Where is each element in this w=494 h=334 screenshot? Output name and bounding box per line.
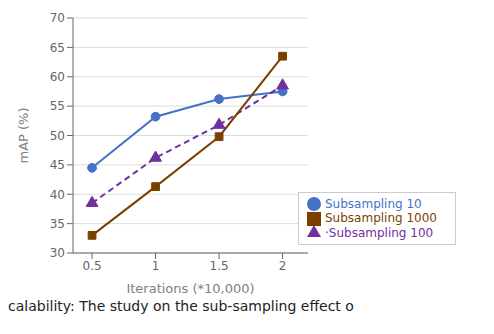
svg-text:30: 30 xyxy=(50,246,65,260)
svg-text:1: 1 xyxy=(152,259,160,273)
svg-text:40: 40 xyxy=(50,188,65,202)
svg-text:mAP (%): mAP (%) xyxy=(16,107,31,163)
svg-text:70: 70 xyxy=(50,11,65,25)
html-text:Subsampling 10: Subsampling 10 xyxy=(325,196,422,211)
html-text:calability: The study on the s: calability: The study on the sub-samplin… xyxy=(8,298,354,314)
svg-text:60: 60 xyxy=(50,70,65,84)
svg-text:55: 55 xyxy=(50,99,65,113)
html-text:·Subsampling 100: ·Subsampling 100 xyxy=(325,225,434,240)
svg-text:1.5: 1.5 xyxy=(210,259,229,273)
svg-text:0.5: 0.5 xyxy=(83,259,102,273)
svg-text:50: 50 xyxy=(50,129,65,143)
svg-text:35: 35 xyxy=(50,217,65,231)
svg-text:Iterations (*10,000): Iterations (*10,000) xyxy=(126,281,254,296)
svg-text:45: 45 xyxy=(50,158,65,172)
svg-text:2: 2 xyxy=(279,259,287,273)
html-text:Subsampling 1000: Subsampling 1000 xyxy=(325,211,437,225)
svg-text:65: 65 xyxy=(50,41,65,55)
